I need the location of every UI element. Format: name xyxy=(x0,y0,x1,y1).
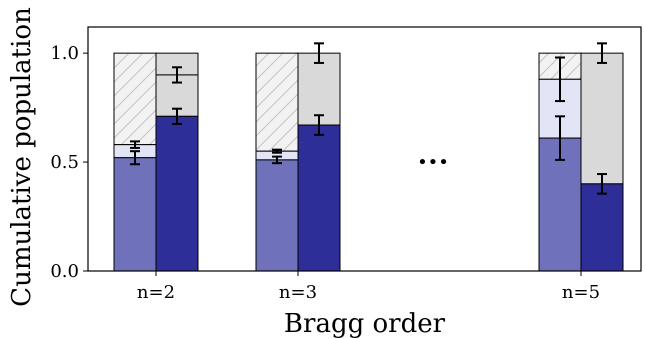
group-2-right-bottom-bar xyxy=(581,184,623,271)
y-axis-label: Cumulative population xyxy=(7,7,37,307)
ellipsis-marker: ••• xyxy=(417,152,449,173)
x-tick-label: n=5 xyxy=(562,282,600,303)
bars-layer xyxy=(114,53,623,271)
group-1-left-remainder-bar xyxy=(256,53,298,151)
group-1-left-bottom-bar xyxy=(256,160,298,271)
y-tick-label: 1.0 xyxy=(50,43,79,64)
x-tick-label: n=3 xyxy=(279,282,317,303)
x-axis-label: Bragg order xyxy=(284,309,446,339)
x-tick-label: n=2 xyxy=(137,282,175,303)
y-axis-ticks: 0.0 0.5 1.0 xyxy=(50,43,88,282)
error-bars-layer xyxy=(130,43,607,193)
y-tick-label: 0.5 xyxy=(50,152,79,173)
group-1-right-bottom-bar xyxy=(298,125,340,271)
group-0-left-remainder-bar xyxy=(114,53,156,145)
group-0-left-bottom-bar xyxy=(114,158,156,271)
x-axis-ticks: n=2 n=3 n=5 xyxy=(137,271,600,303)
group-2-right-middle-bar xyxy=(581,53,623,184)
group-0-right-bottom-bar xyxy=(156,116,198,271)
y-tick-label: 0.0 xyxy=(50,261,79,282)
